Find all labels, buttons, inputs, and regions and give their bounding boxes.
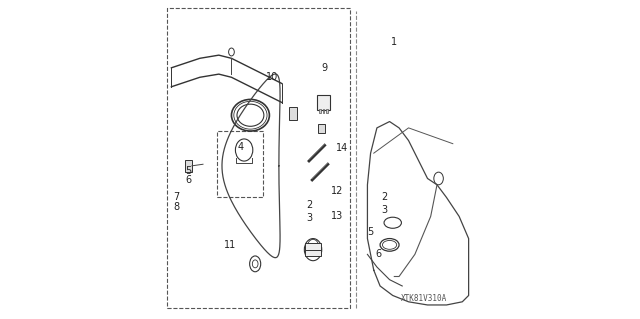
- Text: 4: 4: [238, 142, 244, 152]
- Text: 1: 1: [391, 38, 397, 48]
- Text: 10: 10: [266, 72, 278, 82]
- Bar: [185, 160, 192, 172]
- Text: 3: 3: [382, 205, 388, 215]
- Bar: [305, 243, 321, 256]
- Text: XTK81V310A: XTK81V310A: [401, 294, 447, 303]
- Text: 6: 6: [186, 175, 192, 185]
- Bar: [319, 109, 321, 113]
- Text: 3: 3: [306, 213, 312, 223]
- Bar: [319, 124, 325, 133]
- Text: 2: 2: [306, 200, 312, 210]
- Text: 12: 12: [332, 186, 344, 196]
- Text: 14: 14: [336, 144, 348, 153]
- Text: 6: 6: [376, 249, 381, 259]
- Bar: [326, 109, 328, 113]
- Text: 7: 7: [173, 192, 179, 203]
- Bar: [317, 95, 330, 110]
- Bar: [289, 107, 297, 120]
- Text: 11: 11: [224, 240, 236, 250]
- Text: 9: 9: [322, 63, 328, 73]
- Bar: [323, 109, 324, 113]
- Text: 5: 5: [186, 166, 192, 175]
- Text: 2: 2: [381, 192, 388, 203]
- Text: 8: 8: [173, 202, 179, 212]
- Text: 5: 5: [367, 227, 374, 237]
- Text: 13: 13: [332, 211, 344, 221]
